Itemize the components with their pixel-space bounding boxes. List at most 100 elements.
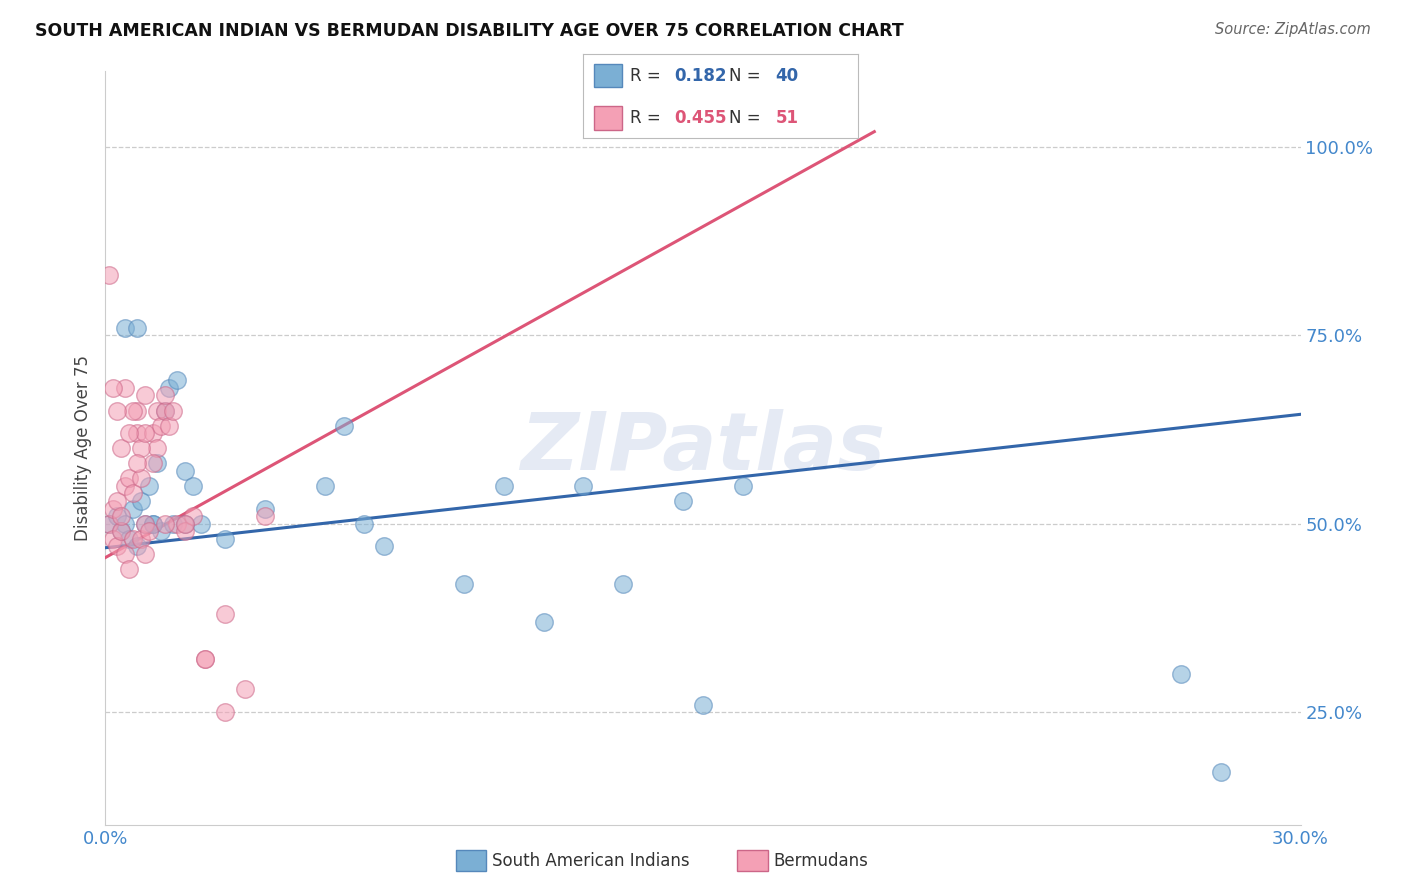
Point <box>162 516 184 531</box>
Point <box>110 509 132 524</box>
Point <box>142 516 165 531</box>
Point <box>612 577 634 591</box>
Point <box>572 479 595 493</box>
Point <box>233 682 256 697</box>
Point <box>118 471 141 485</box>
Point <box>129 494 153 508</box>
Point <box>98 516 121 531</box>
Point <box>114 320 136 334</box>
Point <box>127 403 149 417</box>
Point <box>190 516 212 531</box>
Point <box>122 403 145 417</box>
Text: Bermudans: Bermudans <box>773 852 868 870</box>
Point <box>153 516 177 531</box>
Point <box>114 547 136 561</box>
Point <box>181 479 204 493</box>
Point <box>253 501 276 516</box>
Point <box>353 516 375 531</box>
Point <box>103 381 125 395</box>
Point <box>174 516 197 531</box>
Point <box>98 268 121 282</box>
Point <box>118 532 141 546</box>
Point <box>153 388 177 402</box>
Point <box>492 479 515 493</box>
Point <box>107 509 129 524</box>
Text: Source: ZipAtlas.com: Source: ZipAtlas.com <box>1215 22 1371 37</box>
Point <box>533 615 555 629</box>
Point <box>107 539 129 553</box>
Point <box>150 418 173 433</box>
Point <box>134 388 156 402</box>
Point <box>127 539 149 553</box>
Point <box>127 320 149 334</box>
Point <box>107 494 129 508</box>
Point <box>146 456 169 470</box>
Point <box>146 403 169 417</box>
Text: 0.182: 0.182 <box>673 67 727 85</box>
Point <box>110 442 132 456</box>
Point <box>134 516 156 531</box>
Point <box>1170 667 1192 681</box>
Bar <box>456 850 486 871</box>
Point <box>122 501 145 516</box>
Point <box>122 532 145 546</box>
Point <box>150 524 173 538</box>
Text: SOUTH AMERICAN INDIAN VS BERMUDAN DISABILITY AGE OVER 75 CORRELATION CHART: SOUTH AMERICAN INDIAN VS BERMUDAN DISABI… <box>35 22 904 40</box>
Point <box>174 464 197 478</box>
Point <box>194 652 217 666</box>
Point <box>103 501 125 516</box>
Point <box>157 381 180 395</box>
Point <box>118 562 141 576</box>
Point <box>127 456 149 470</box>
Point <box>127 426 149 441</box>
Text: 51: 51 <box>776 109 799 127</box>
Point <box>134 547 156 561</box>
Point <box>114 479 136 493</box>
Point <box>98 516 121 531</box>
Text: N =: N = <box>728 67 766 85</box>
Point <box>1209 765 1232 780</box>
Point <box>142 456 165 470</box>
Text: N =: N = <box>728 109 766 127</box>
Bar <box>595 63 621 87</box>
Point <box>129 471 153 485</box>
Point <box>181 509 204 524</box>
Point <box>142 426 165 441</box>
Point <box>114 381 136 395</box>
Point <box>166 373 188 387</box>
Point <box>134 516 156 531</box>
Text: ZIPatlas: ZIPatlas <box>520 409 886 487</box>
Point <box>134 426 156 441</box>
Point <box>333 418 356 433</box>
Point <box>166 516 188 531</box>
Point <box>731 479 754 493</box>
Point <box>129 442 153 456</box>
Point <box>118 426 141 441</box>
Text: 0.455: 0.455 <box>673 109 727 127</box>
Point <box>153 403 177 417</box>
Point <box>110 524 132 538</box>
Point <box>214 607 236 621</box>
Text: R =: R = <box>630 67 666 85</box>
Point <box>672 494 695 508</box>
Point <box>138 479 160 493</box>
Point <box>153 403 177 417</box>
Point <box>453 577 475 591</box>
Point <box>174 524 197 538</box>
Point <box>214 532 236 546</box>
Point <box>314 479 336 493</box>
Point <box>142 516 165 531</box>
Point <box>194 652 217 666</box>
Point <box>373 539 395 553</box>
Point <box>138 524 160 538</box>
Text: R =: R = <box>630 109 666 127</box>
Point <box>157 418 180 433</box>
Point <box>174 516 197 531</box>
Point <box>114 516 136 531</box>
Bar <box>737 850 768 871</box>
Point <box>110 524 132 538</box>
Point <box>162 403 184 417</box>
Point <box>103 532 125 546</box>
Y-axis label: Disability Age Over 75: Disability Age Over 75 <box>75 355 93 541</box>
Point <box>107 403 129 417</box>
